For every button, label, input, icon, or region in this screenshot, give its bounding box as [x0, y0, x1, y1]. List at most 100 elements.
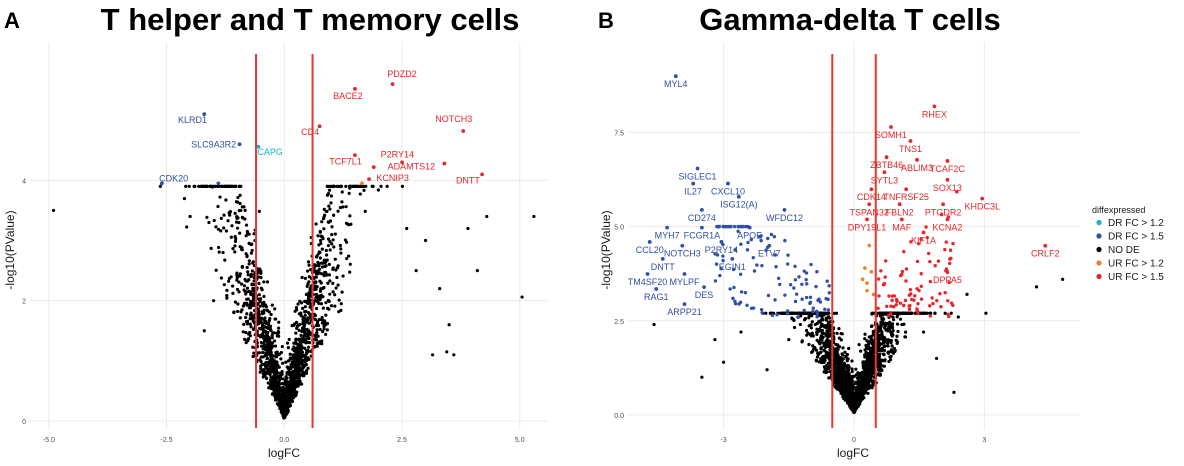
- point-no-de: [264, 376, 269, 381]
- point-no-de: [249, 325, 253, 329]
- point-ur-1-5: [928, 259, 932, 264]
- point-no-de: [819, 346, 823, 351]
- point-no-de: [348, 270, 352, 274]
- point-dr-1-5: [752, 269, 757, 273]
- point-no-de: [327, 262, 331, 266]
- point-no-de: [233, 250, 237, 254]
- point-no-de: [276, 326, 281, 330]
- point-no-de: [815, 327, 819, 331]
- point-no-de: [347, 223, 351, 227]
- point-no-de: [239, 184, 243, 188]
- point-no-de: [839, 331, 843, 336]
- gene-label: ETV7: [758, 249, 781, 259]
- gene-label: FCGR1A: [684, 231, 721, 241]
- point-no-de: [878, 327, 882, 331]
- point-no-de: [265, 280, 270, 284]
- labeled-point: [980, 196, 985, 201]
- point-no-de: [1061, 277, 1065, 281]
- point-no-de: [250, 273, 254, 277]
- point-no-de: [331, 213, 336, 217]
- labeled-point: [730, 257, 735, 261]
- point-no-de: [305, 350, 310, 354]
- point-no-de: [809, 323, 813, 327]
- point-no-de: [333, 293, 337, 297]
- point-no-de: [896, 329, 900, 334]
- panel-a-xlabel: logFC: [268, 446, 300, 460]
- point-no-de: [833, 360, 837, 364]
- point-no-de: [288, 366, 292, 370]
- point-no-de: [844, 379, 848, 384]
- point-no-de: [233, 184, 237, 188]
- point-no-de: [244, 315, 248, 320]
- point-ur-1-5: [951, 241, 955, 246]
- point-dr-1-5: [800, 282, 804, 286]
- point-no-de: [315, 269, 320, 273]
- point-no-de: [330, 233, 334, 237]
- point-ur-1-5: [948, 248, 953, 252]
- point-ur-1-5: [913, 294, 917, 298]
- point-no-de: [341, 205, 345, 209]
- point-no-de: [263, 325, 267, 329]
- panel-b: B Gamma-delta T cells logFC -log10(PValu…: [598, 2, 1080, 460]
- labeled-point: [908, 139, 913, 143]
- point-dr-1-5: [731, 267, 736, 272]
- legend-title: diffexpressed: [1092, 205, 1145, 215]
- point-no-de: [850, 389, 855, 394]
- point-no-de: [822, 332, 826, 336]
- point-ur-1-5: [943, 247, 947, 252]
- point-ur-1-5: [926, 251, 931, 256]
- point-no-de: [839, 361, 843, 365]
- gene-label: MYH7: [655, 231, 680, 241]
- point-no-de: [290, 385, 294, 390]
- point-no-de: [865, 387, 869, 392]
- point-no-de: [262, 344, 267, 349]
- point-no-de: [827, 376, 831, 380]
- point-no-de: [890, 325, 895, 330]
- point-no-de: [810, 320, 814, 324]
- point-no-de: [315, 328, 319, 332]
- point-no-de: [314, 272, 319, 276]
- point-no-de: [323, 320, 327, 324]
- point-no-de: [965, 292, 969, 296]
- point-no-de: [339, 302, 343, 306]
- gene-label: IL27: [684, 187, 702, 197]
- point-no-de: [238, 231, 242, 235]
- point-no-de: [285, 372, 289, 376]
- point-no-de: [257, 309, 261, 313]
- point-no-de: [269, 384, 273, 389]
- point-dr-1-5: [802, 308, 806, 312]
- point-no-de: [878, 372, 882, 376]
- point-no-de: [853, 407, 858, 412]
- point-dr-1-5: [817, 297, 821, 301]
- point-no-de: [883, 344, 887, 348]
- y-tick-label: 4: [22, 178, 26, 185]
- point-dr-1-5: [733, 302, 738, 306]
- point-no-de: [331, 238, 335, 242]
- point-no-de: [286, 346, 290, 350]
- point-no-de: [846, 357, 850, 361]
- point-no-de: [878, 368, 882, 372]
- point-no-de: [313, 299, 317, 303]
- point-no-de: [293, 376, 297, 380]
- point-no-de: [804, 328, 809, 333]
- point-no-de: [839, 372, 843, 376]
- point-no-de: [286, 387, 290, 391]
- point-no-de: [827, 344, 831, 349]
- gene-label: TSPAN32: [850, 207, 889, 217]
- point-no-de: [854, 404, 858, 409]
- point-no-de: [314, 222, 318, 226]
- point-no-de: [340, 290, 344, 294]
- point-no-de: [339, 251, 343, 255]
- point-ur-1-5: [949, 256, 953, 261]
- point-no-de: [895, 334, 899, 338]
- labeled-point: [654, 287, 659, 291]
- point-no-de: [276, 387, 281, 392]
- point-no-de: [305, 320, 309, 324]
- point-no-de: [839, 338, 843, 342]
- point-no-de: [870, 366, 874, 370]
- point-dr-1-5: [759, 238, 763, 243]
- point-no-de: [237, 290, 241, 294]
- point-ur-1-5: [947, 261, 952, 266]
- point-dr-1-5: [760, 311, 764, 315]
- point-no-de: [839, 385, 843, 389]
